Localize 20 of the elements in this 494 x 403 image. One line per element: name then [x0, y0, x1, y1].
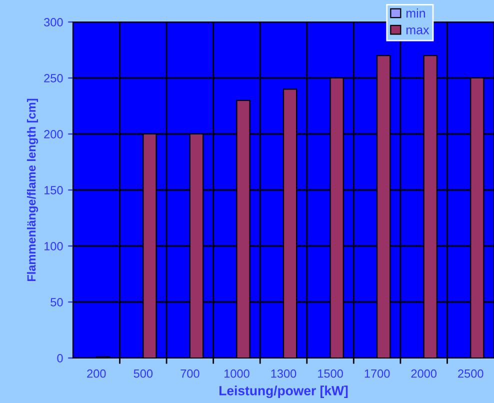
y-axis-title: Flammenlänge/flame length [cm]: [26, 98, 38, 282]
x-tick-label: 1000: [224, 369, 250, 378]
legend-label: min: [406, 8, 425, 18]
x-tick-label: 700: [180, 369, 200, 378]
y-tick-label: 150: [44, 186, 63, 194]
y-tick-label: 0: [57, 354, 63, 362]
x-tick-label: 200: [87, 369, 106, 378]
x-tick-label: 1500: [318, 369, 343, 378]
y-tick-label: 100: [44, 242, 63, 250]
x-tick-label: 1300: [271, 369, 296, 378]
y-tick-label: 50: [50, 298, 63, 306]
y-tick-label: 250: [44, 74, 63, 82]
x-tick-label: 1700: [364, 369, 390, 378]
y-tick-label: 300: [44, 18, 63, 26]
x-tick-label: 2500: [458, 369, 484, 378]
legend-label: max: [406, 27, 430, 34]
x-tick-label: 500: [134, 369, 153, 378]
x-tick-label: 2000: [411, 369, 437, 378]
x-axis-title: Leistung/power [kW]: [220, 386, 348, 398]
y-tick-label: 200: [44, 130, 63, 138]
